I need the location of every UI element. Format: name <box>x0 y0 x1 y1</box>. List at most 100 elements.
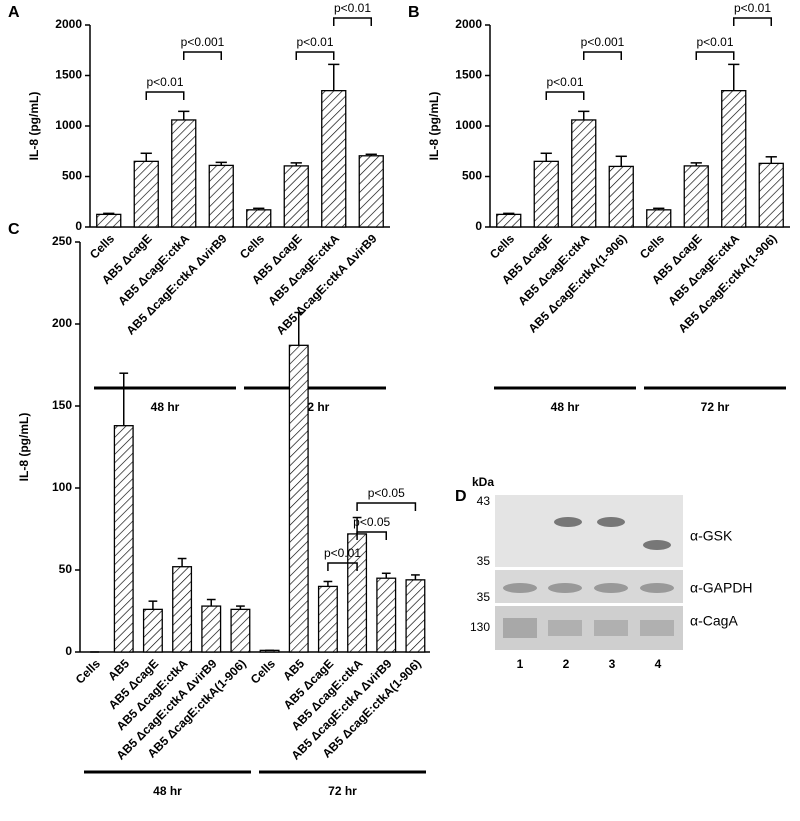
significance-bracket <box>333 17 372 26</box>
y-tick-label: 100 <box>52 480 72 494</box>
antibody-label: α-GAPDH <box>690 580 753 596</box>
bar <box>376 577 397 653</box>
significance-label: p<0.01 <box>324 546 361 560</box>
significance-label: p<0.01 <box>734 1 771 15</box>
band <box>548 583 582 593</box>
y-tick-label: 0 <box>75 219 82 233</box>
significance-label: p<0.001 <box>581 35 625 49</box>
panel-label: A <box>8 4 20 21</box>
x-tick-label: Cells <box>487 231 517 261</box>
significance-bracket <box>356 531 387 540</box>
bar <box>201 605 222 653</box>
significance-bracket <box>583 51 622 60</box>
x-tick-label: Cells <box>87 231 117 261</box>
y-tick-label: 1500 <box>455 68 482 82</box>
bar <box>142 608 163 653</box>
significance-bracket <box>356 502 417 511</box>
bar <box>171 119 197 228</box>
group-label: 72 hr <box>328 784 357 798</box>
y-tick-label: 0 <box>475 219 482 233</box>
y-tick-label: 150 <box>52 398 72 412</box>
band <box>548 620 582 636</box>
y-tick-label: 50 <box>59 562 73 576</box>
band <box>640 620 674 636</box>
significance-bracket <box>295 51 335 60</box>
band <box>640 583 674 593</box>
group-label: 48 hr <box>551 400 580 414</box>
bar <box>321 90 347 228</box>
band <box>503 618 537 638</box>
band <box>594 620 628 636</box>
significance-label: p<0.01 <box>296 35 333 49</box>
y-tick-label: 0 <box>65 644 72 658</box>
marker-label: 35 <box>477 554 491 568</box>
x-tick-label: Cells <box>73 656 103 686</box>
significance-bracket <box>145 91 185 100</box>
unit-label: kDa <box>472 475 494 489</box>
y-axis-label: IL-8 (pg/mL) <box>427 92 441 161</box>
bar <box>208 164 234 228</box>
group-label: 48 hr <box>153 784 182 798</box>
significance-label: p<0.01 <box>334 1 371 15</box>
bar <box>571 119 597 228</box>
band <box>594 583 628 593</box>
bar <box>758 162 784 228</box>
bar <box>533 160 559 228</box>
y-tick-label: 500 <box>462 169 482 183</box>
band <box>597 517 625 527</box>
panel-label: C <box>8 221 20 238</box>
bar <box>288 344 309 653</box>
bar <box>496 213 522 228</box>
panel-label: B <box>408 4 420 21</box>
marker-label: 43 <box>477 494 491 508</box>
significance-label: p<0.05 <box>368 486 405 500</box>
antibody-label: α-CagA <box>690 613 738 629</box>
bar <box>283 165 309 228</box>
y-tick-label: 250 <box>52 234 72 248</box>
blot-strip <box>495 495 683 567</box>
significance-label: p<0.05 <box>353 515 390 529</box>
bar <box>172 566 193 653</box>
x-tick-label: Cells <box>237 231 267 261</box>
significance-bracket <box>183 51 222 60</box>
bar <box>646 209 672 228</box>
y-tick-label: 1500 <box>55 68 82 82</box>
marker-label: 130 <box>470 620 490 634</box>
significance-bracket <box>733 17 772 26</box>
y-tick-label: 1000 <box>455 118 482 132</box>
bar <box>230 608 251 653</box>
significance-bracket <box>545 91 585 100</box>
marker-label: 35 <box>477 590 491 604</box>
blot: D kDa 43 35 35 130 α-GSK α-GAPDH α-CagA … <box>455 475 753 671</box>
significance-label: p<0.01 <box>696 35 733 49</box>
x-tick-label: Cells <box>637 231 667 261</box>
bar <box>358 155 384 228</box>
group-label: 72 hr <box>701 400 730 414</box>
significance-bracket <box>327 562 358 571</box>
bar <box>96 213 122 228</box>
band <box>503 583 537 593</box>
lane-label: 2 <box>563 657 570 671</box>
y-tick-label: 500 <box>62 169 82 183</box>
bar <box>608 165 634 228</box>
y-axis-label: IL-8 (pg/mL) <box>27 92 41 161</box>
bar <box>113 425 134 653</box>
y-tick-label: 2000 <box>455 17 482 31</box>
y-tick-label: 200 <box>52 316 72 330</box>
antibody-label: α-GSK <box>690 528 733 544</box>
band <box>643 540 671 550</box>
bar <box>246 209 272 228</box>
bar <box>683 165 709 228</box>
bar <box>405 579 426 653</box>
y-tick-label: 1000 <box>55 118 82 132</box>
significance-bracket <box>695 51 735 60</box>
lane-label: 1 <box>517 657 524 671</box>
panel-label: D <box>455 488 467 505</box>
bar <box>133 160 159 228</box>
y-tick-label: 2000 <box>55 17 82 31</box>
group-label: 48 hr <box>151 400 180 414</box>
significance-label: p<0.01 <box>146 75 183 89</box>
bar <box>317 585 338 653</box>
significance-label: p<0.01 <box>546 75 583 89</box>
